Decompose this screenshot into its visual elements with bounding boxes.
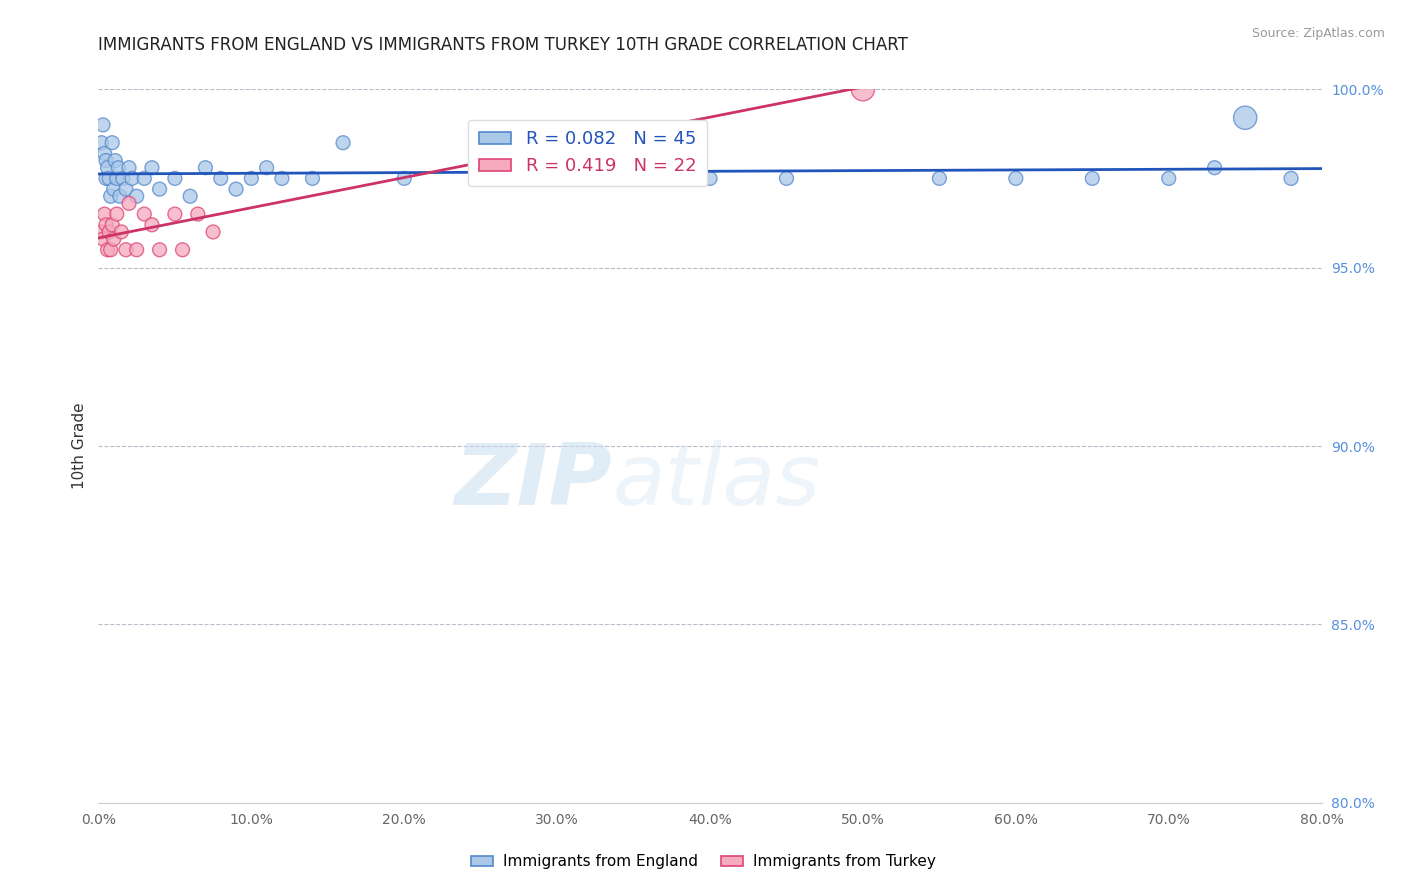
Point <box>1234 111 1257 125</box>
Point <box>108 189 131 203</box>
Point <box>270 171 294 186</box>
Point <box>141 161 163 175</box>
Point <box>172 243 194 257</box>
Point <box>149 243 172 257</box>
Point <box>98 225 121 239</box>
Point <box>699 171 721 186</box>
Point <box>98 171 121 186</box>
Point <box>105 171 128 186</box>
Point <box>225 182 247 196</box>
Text: atlas: atlas <box>612 440 820 524</box>
Point <box>134 207 156 221</box>
Point <box>94 218 117 232</box>
Point <box>91 118 114 132</box>
Point <box>93 146 115 161</box>
Legend: R = 0.082   N = 45, R = 0.419   N = 22: R = 0.082 N = 45, R = 0.419 N = 22 <box>468 120 707 186</box>
Point <box>94 171 117 186</box>
Point <box>101 218 124 232</box>
Point <box>110 225 132 239</box>
Point <box>118 196 141 211</box>
Point <box>163 171 186 186</box>
Point <box>104 153 127 168</box>
Point <box>93 207 115 221</box>
Text: IMMIGRANTS FROM ENGLAND VS IMMIGRANTS FROM TURKEY 10TH GRADE CORRELATION CHART: IMMIGRANTS FROM ENGLAND VS IMMIGRANTS FR… <box>98 36 908 54</box>
Point <box>546 171 568 186</box>
Point <box>1081 171 1104 186</box>
Point <box>332 136 354 150</box>
Point <box>209 171 232 186</box>
Point <box>1204 161 1226 175</box>
Point <box>141 218 163 232</box>
Point <box>111 171 134 186</box>
Point <box>163 207 186 221</box>
Point <box>852 82 875 96</box>
Point <box>105 207 128 221</box>
Point <box>149 182 172 196</box>
Point <box>194 161 217 175</box>
Point <box>1004 171 1026 186</box>
Point <box>256 161 278 175</box>
Point <box>392 171 416 186</box>
Legend: Immigrants from England, Immigrants from Turkey: Immigrants from England, Immigrants from… <box>464 848 942 875</box>
Point <box>179 189 201 203</box>
Point <box>775 171 797 186</box>
Point <box>101 136 124 150</box>
Text: ZIP: ZIP <box>454 440 612 524</box>
Point <box>121 171 143 186</box>
Point <box>90 225 112 239</box>
Point <box>107 161 129 175</box>
Point <box>928 171 950 186</box>
Point <box>97 161 120 175</box>
Point <box>115 182 138 196</box>
Text: Source: ZipAtlas.com: Source: ZipAtlas.com <box>1251 27 1385 40</box>
Point <box>240 171 263 186</box>
Y-axis label: 10th Grade: 10th Grade <box>72 402 87 490</box>
Point <box>103 232 125 246</box>
Point <box>94 153 117 168</box>
Point <box>187 207 209 221</box>
Point <box>470 171 492 186</box>
Point <box>100 189 122 203</box>
Point <box>118 161 141 175</box>
Point <box>90 136 112 150</box>
Point <box>100 243 122 257</box>
Point <box>125 189 148 203</box>
Point <box>1157 171 1180 186</box>
Point <box>301 171 323 186</box>
Point <box>125 243 148 257</box>
Point <box>91 232 114 246</box>
Point <box>97 243 120 257</box>
Point <box>202 225 225 239</box>
Point <box>115 243 138 257</box>
Point <box>134 171 156 186</box>
Point <box>103 182 125 196</box>
Point <box>1279 171 1302 186</box>
Point <box>623 161 645 175</box>
